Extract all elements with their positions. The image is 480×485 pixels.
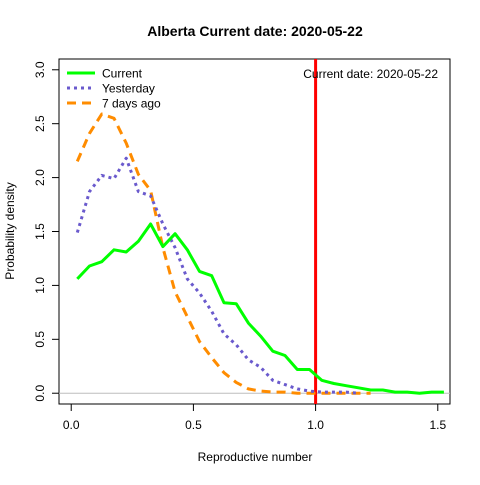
y-tick-label: 1.5	[33, 223, 47, 240]
y-axis-label: Probability density	[3, 182, 17, 279]
y-tick-label: 2.0	[33, 169, 47, 186]
series-line-current	[76, 222, 444, 395]
current-date-annotation: Current date: 2020-05-22	[303, 67, 438, 81]
x-tick-label: 0.5	[185, 418, 202, 432]
reference-lines	[59, 59, 450, 404]
series-layer	[75, 112, 444, 395]
y-tick-label: 2.5	[33, 115, 47, 132]
y-tick-label: 0.5	[33, 331, 47, 348]
series-line-7-days-ago	[75, 112, 371, 395]
x-axis: 0.0 0.5 1.0 1.5	[63, 403, 446, 432]
x-tick-label: 0.0	[63, 418, 80, 432]
plot-frame	[58, 58, 451, 405]
legend-label: Yesterday	[102, 82, 155, 96]
y-tick-label: 0.0	[33, 385, 47, 402]
legend-label: 7 days ago	[102, 97, 161, 111]
x-axis-label: Reproductive number	[198, 450, 313, 464]
series-line-yesterday	[75, 156, 359, 395]
x-tick-label: 1.5	[429, 418, 446, 432]
x-tick-label: 1.0	[307, 418, 324, 432]
y-tick-label: 1.0	[33, 277, 47, 294]
chart-title: Alberta Current date: 2020-05-22	[147, 23, 363, 39]
y-tick-label: 3.0	[33, 61, 47, 78]
legend-label: Current	[102, 67, 143, 81]
y-axis: 0.0 0.5 1.0 1.5 2.0 2.5 3.0	[33, 61, 60, 402]
